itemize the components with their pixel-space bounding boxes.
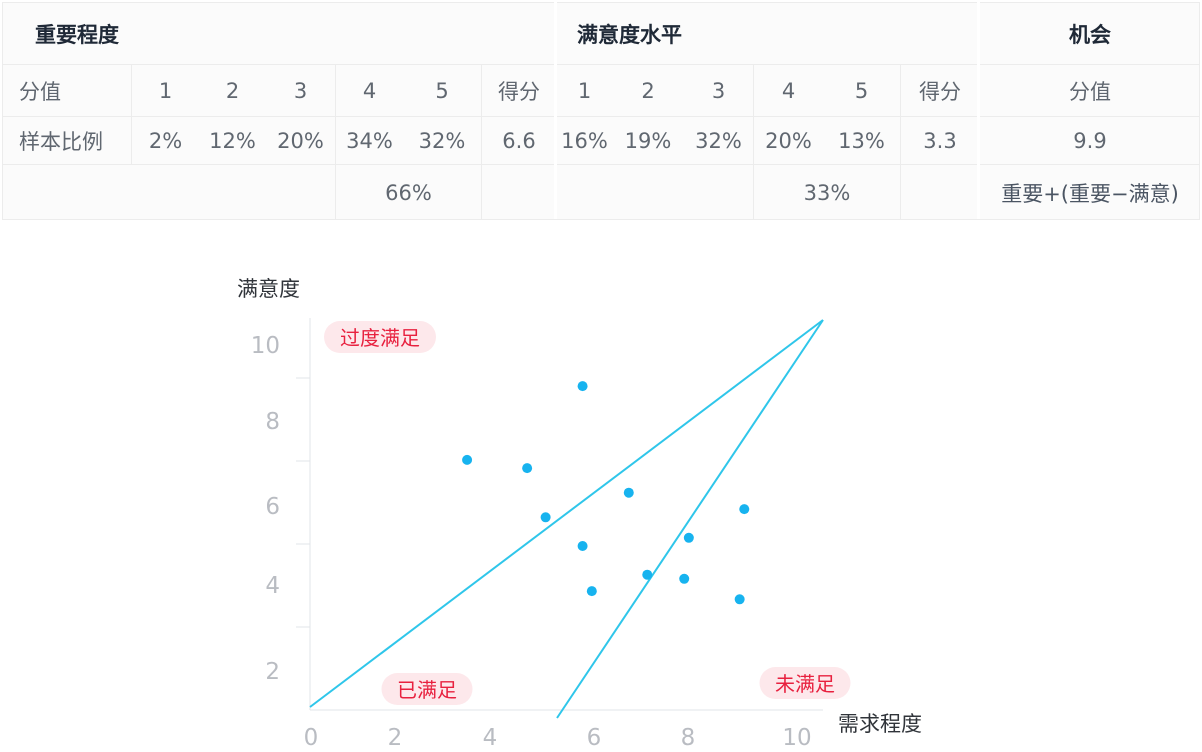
data-point [734, 594, 745, 605]
data-point [577, 381, 588, 392]
y-axis-title: 满意度 [237, 277, 300, 301]
summary-empty-2 [481, 164, 556, 220]
data-point [586, 586, 597, 597]
score-importance-2: 2 [199, 64, 266, 116]
ratio-importance-5: 32% [403, 116, 481, 164]
x-tick-label: 8 [681, 725, 696, 751]
zone-label-bg [759, 667, 851, 699]
boundary-line [556, 319, 824, 719]
summary-empty-4 [900, 164, 979, 220]
data-point [540, 512, 551, 523]
ratio-importance-4: 34% [335, 116, 403, 164]
data-point [679, 573, 690, 584]
data-point [462, 454, 473, 465]
summary-importance-total: 66% [335, 164, 481, 220]
header-opportunity: 机会 [979, 2, 1200, 64]
header-satisfaction: 满意度水平 [556, 2, 979, 64]
score-satisfaction-total: 得分 [900, 64, 979, 116]
data-point [683, 532, 694, 543]
ratio-importance-2: 12% [199, 116, 266, 164]
x-tick-label: 10 [782, 725, 811, 751]
x-tick-label: 6 [587, 725, 602, 751]
score-importance-1: 1 [131, 64, 199, 116]
score-importance-total: 得分 [481, 64, 556, 116]
summary-empty-1 [2, 164, 335, 220]
data-point [577, 541, 588, 551]
y-tick-label: 2 [265, 659, 280, 685]
score-satisfaction-5: 5 [823, 64, 900, 116]
zone-label-bg [381, 673, 473, 705]
y-tick-label: 8 [265, 409, 280, 435]
data-point [642, 569, 653, 580]
ratio-importance-total: 6.6 [481, 116, 556, 164]
ratio-satisfaction-4: 20% [753, 116, 823, 164]
ratio-opportunity: 9.9 [979, 116, 1200, 164]
ratio-importance-3: 20% [266, 116, 335, 164]
score-importance-3: 3 [266, 64, 335, 116]
boundary-line [309, 319, 824, 708]
score-satisfaction-3: 3 [684, 64, 753, 116]
score-satisfaction-2: 2 [612, 64, 684, 116]
data-point [739, 504, 750, 515]
x-tick-label: 4 [483, 725, 498, 751]
zone-label-bg [324, 321, 436, 353]
ratio-satisfaction-2: 19% [612, 116, 684, 164]
row-score-label: 分值 [2, 64, 131, 116]
zone-label: 过度满足 [340, 326, 420, 350]
zone-label: 已满足 [397, 678, 457, 702]
y-tick-label: 10 [251, 333, 280, 359]
score-satisfaction-4: 4 [753, 64, 823, 116]
score-satisfaction-1: 1 [556, 64, 612, 116]
score-importance-5: 5 [403, 64, 481, 116]
zone-label: 未满足 [775, 672, 835, 696]
summary-satisfaction-total: 33% [753, 164, 900, 220]
data-point [522, 463, 533, 474]
y-tick-label: 4 [265, 573, 280, 599]
ratio-satisfaction-5: 13% [823, 116, 900, 164]
kano-table: 重要程度 满意度水平 机会 分值 1 2 3 4 5 得分 1 2 3 4 5 … [2, 2, 1200, 220]
ratio-importance-1: 2% [131, 116, 199, 164]
summary-opportunity-formula: 重要+(重要−满意) [979, 164, 1200, 220]
summary-empty-3 [556, 164, 753, 220]
x-tick-label: 2 [388, 725, 403, 751]
y-tick-label: 6 [265, 494, 280, 520]
ratio-satisfaction-total: 3.3 [900, 116, 979, 164]
score-importance-4: 4 [335, 64, 403, 116]
x-axis-title: 需求程度 [838, 712, 922, 736]
ratio-satisfaction-3: 32% [684, 116, 753, 164]
row-ratio-label: 样本比例 [2, 116, 131, 164]
data-point [623, 487, 634, 498]
x-tick-label: 0 [304, 725, 319, 751]
header-importance: 重要程度 [2, 2, 556, 64]
